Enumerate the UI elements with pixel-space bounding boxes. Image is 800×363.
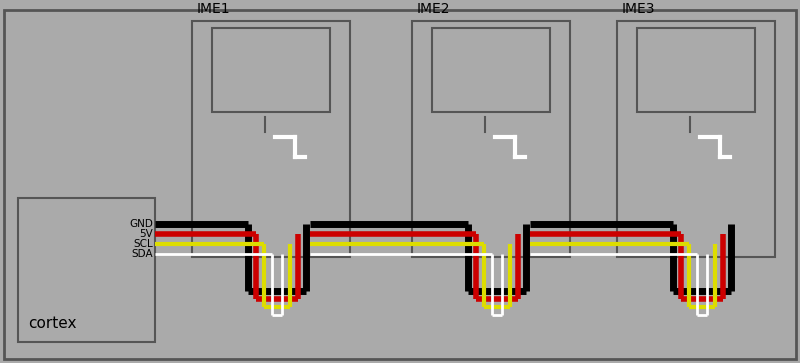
Text: SCL: SCL xyxy=(134,239,153,249)
Bar xyxy=(192,21,350,257)
Text: IME3: IME3 xyxy=(622,2,655,16)
Text: GND: GND xyxy=(129,220,153,229)
Bar xyxy=(18,198,155,342)
Text: IME2: IME2 xyxy=(417,2,450,16)
Bar xyxy=(637,28,755,113)
Text: 5V: 5V xyxy=(139,229,153,239)
Bar xyxy=(432,28,550,113)
Text: IME1: IME1 xyxy=(197,2,230,16)
Bar xyxy=(212,28,330,113)
Text: cortex: cortex xyxy=(28,315,77,331)
Bar xyxy=(412,21,570,257)
Bar xyxy=(617,21,775,257)
Text: SDA: SDA xyxy=(131,249,153,259)
